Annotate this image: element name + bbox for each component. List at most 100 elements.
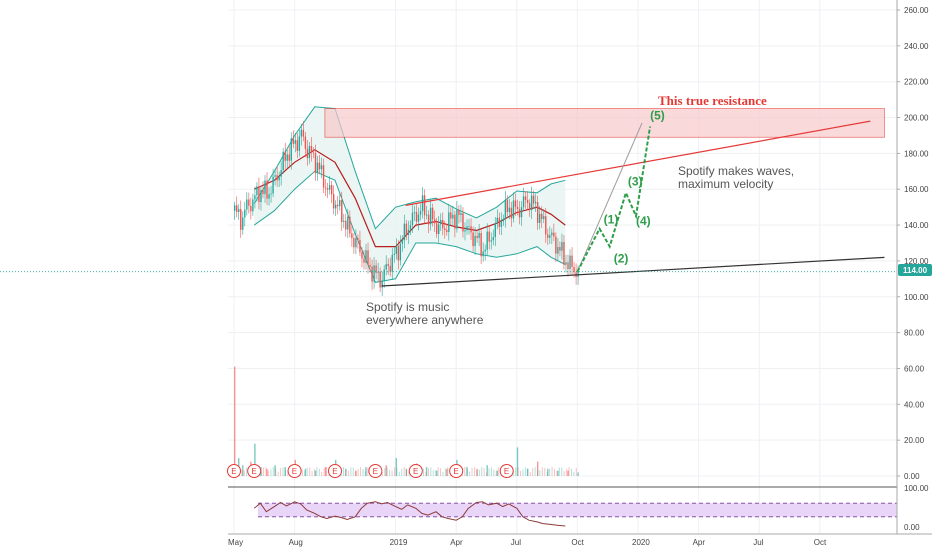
candle-body	[442, 219, 444, 229]
candle-body	[274, 175, 276, 177]
gray-projection-line	[576, 122, 643, 272]
candle-body	[351, 233, 353, 239]
volume-bar	[436, 470, 438, 476]
volume-bar	[471, 467, 473, 476]
candle-body	[240, 209, 242, 230]
candle-body	[482, 251, 484, 257]
candle-body	[563, 242, 565, 265]
volume-bar	[498, 467, 500, 476]
candle-body	[294, 140, 296, 144]
earnings-marker[interactable]: E	[227, 464, 241, 478]
volume-bar	[524, 467, 526, 476]
candle-body	[411, 212, 414, 226]
volume-bar	[423, 468, 425, 476]
lower-trendline	[381, 256, 885, 287]
volume-bar	[324, 467, 327, 476]
x-tick-label: 2019	[390, 538, 408, 547]
rsi-line-group	[253, 501, 566, 527]
volume-bar	[430, 467, 432, 476]
earnings-marker[interactable]: E	[328, 464, 342, 478]
candle-body	[436, 223, 438, 234]
volume-bar	[274, 465, 276, 476]
earnings-marker[interactable]: E	[449, 464, 464, 478]
rsi-line	[253, 501, 566, 527]
rsi-bands	[258, 502, 897, 518]
candle-body	[324, 187, 327, 189]
volume-bar	[444, 468, 446, 476]
candle-body	[373, 265, 375, 282]
candle-body	[326, 188, 329, 190]
candle-body	[264, 180, 266, 195]
grid	[228, 0, 897, 534]
candle-body	[419, 211, 422, 215]
volume-bar	[537, 461, 539, 476]
earnings-marker[interactable]: E	[368, 464, 383, 478]
volume-bar	[546, 471, 548, 476]
volume-bar	[476, 468, 478, 476]
earnings-marker-circle	[247, 464, 262, 478]
volume-bar	[483, 468, 485, 476]
candle-body	[306, 148, 309, 159]
volume-bar	[321, 471, 323, 476]
candle-body	[470, 226, 472, 233]
volume-bar	[478, 469, 480, 476]
last-price-tag-bg	[898, 264, 932, 276]
x-tick-label: 2020	[632, 538, 650, 547]
candle-body	[494, 223, 496, 238]
candle-body	[357, 238, 359, 240]
y-tick-label: 100.00	[904, 293, 929, 302]
volume-bar	[304, 468, 307, 476]
volume-bar	[440, 468, 442, 476]
earnings-marker-label: E	[292, 467, 297, 476]
volume-bar	[517, 467, 519, 476]
candle-body	[516, 206, 519, 210]
volume-bar	[365, 467, 367, 476]
x-axis-ticks: May Aug 2019 Apr Jul Oct 2020 Apr Jul Oct	[228, 538, 827, 547]
volume-bar	[304, 470, 306, 476]
volume-bar	[488, 468, 490, 476]
y-tick-label: 180.00	[904, 149, 929, 158]
volume-bar	[306, 467, 308, 476]
volume-bar	[287, 470, 289, 476]
volume-bar	[301, 469, 303, 476]
volume-bar	[526, 468, 529, 476]
y-tick-label: 60.00	[904, 364, 925, 373]
volume-bar	[265, 467, 267, 476]
x-tick-label: Jul	[511, 538, 521, 547]
candle-body	[502, 218, 505, 222]
volume-bar	[263, 467, 265, 476]
volume-bar	[473, 467, 475, 476]
volume-bar	[316, 467, 318, 476]
volume-bar	[381, 472, 383, 476]
candle-body	[272, 176, 274, 194]
volume-bar	[566, 469, 568, 476]
volume-bar	[544, 467, 546, 476]
candle-body	[537, 202, 539, 223]
candle-body	[242, 217, 244, 230]
candle-body	[409, 225, 412, 230]
y-tick-label: 40.00	[904, 400, 925, 409]
candle-body	[532, 195, 535, 204]
upper-trendline	[405, 120, 871, 206]
candle-body	[320, 165, 323, 170]
candle-body	[345, 220, 347, 230]
earnings-marker[interactable]: E	[408, 464, 423, 478]
earnings-marker[interactable]: E	[247, 464, 262, 478]
volume-bar	[391, 470, 393, 476]
candle-body	[296, 140, 299, 151]
candle-body	[522, 196, 525, 208]
volume-bar	[558, 467, 560, 476]
wave-label-2: (2)	[614, 252, 629, 266]
volume-bars	[234, 366, 579, 476]
candle-body	[322, 165, 325, 188]
candle-body	[478, 232, 480, 239]
candle-body	[335, 204, 337, 209]
candle-body	[244, 209, 246, 218]
volume-bar	[527, 468, 529, 476]
y-tick-label: 200.00	[904, 114, 929, 123]
candle-body	[496, 217, 498, 224]
earnings-marker[interactable]: E	[499, 464, 514, 478]
earnings-marker[interactable]: E	[287, 464, 302, 478]
